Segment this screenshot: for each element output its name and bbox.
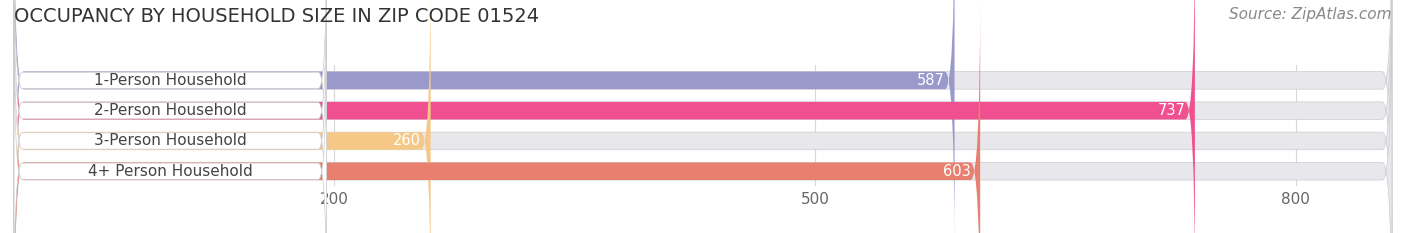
Text: 1-Person Household: 1-Person Household (94, 73, 246, 88)
Text: 260: 260 (394, 134, 420, 148)
Text: 4+ Person Household: 4+ Person Household (89, 164, 253, 179)
FancyBboxPatch shape (14, 0, 1195, 233)
FancyBboxPatch shape (14, 0, 1392, 233)
FancyBboxPatch shape (14, 0, 1392, 233)
FancyBboxPatch shape (14, 0, 1392, 233)
FancyBboxPatch shape (14, 0, 430, 233)
Text: 2-Person Household: 2-Person Household (94, 103, 246, 118)
FancyBboxPatch shape (14, 0, 980, 233)
Text: OCCUPANCY BY HOUSEHOLD SIZE IN ZIP CODE 01524: OCCUPANCY BY HOUSEHOLD SIZE IN ZIP CODE … (14, 7, 538, 26)
FancyBboxPatch shape (14, 0, 1392, 233)
Text: 603: 603 (943, 164, 970, 179)
FancyBboxPatch shape (14, 0, 326, 233)
FancyBboxPatch shape (14, 0, 326, 233)
Text: 737: 737 (1157, 103, 1185, 118)
FancyBboxPatch shape (14, 0, 326, 224)
FancyBboxPatch shape (14, 0, 955, 233)
Text: 587: 587 (917, 73, 945, 88)
Text: Source: ZipAtlas.com: Source: ZipAtlas.com (1229, 7, 1392, 22)
FancyBboxPatch shape (14, 28, 326, 233)
Text: 3-Person Household: 3-Person Household (94, 134, 246, 148)
